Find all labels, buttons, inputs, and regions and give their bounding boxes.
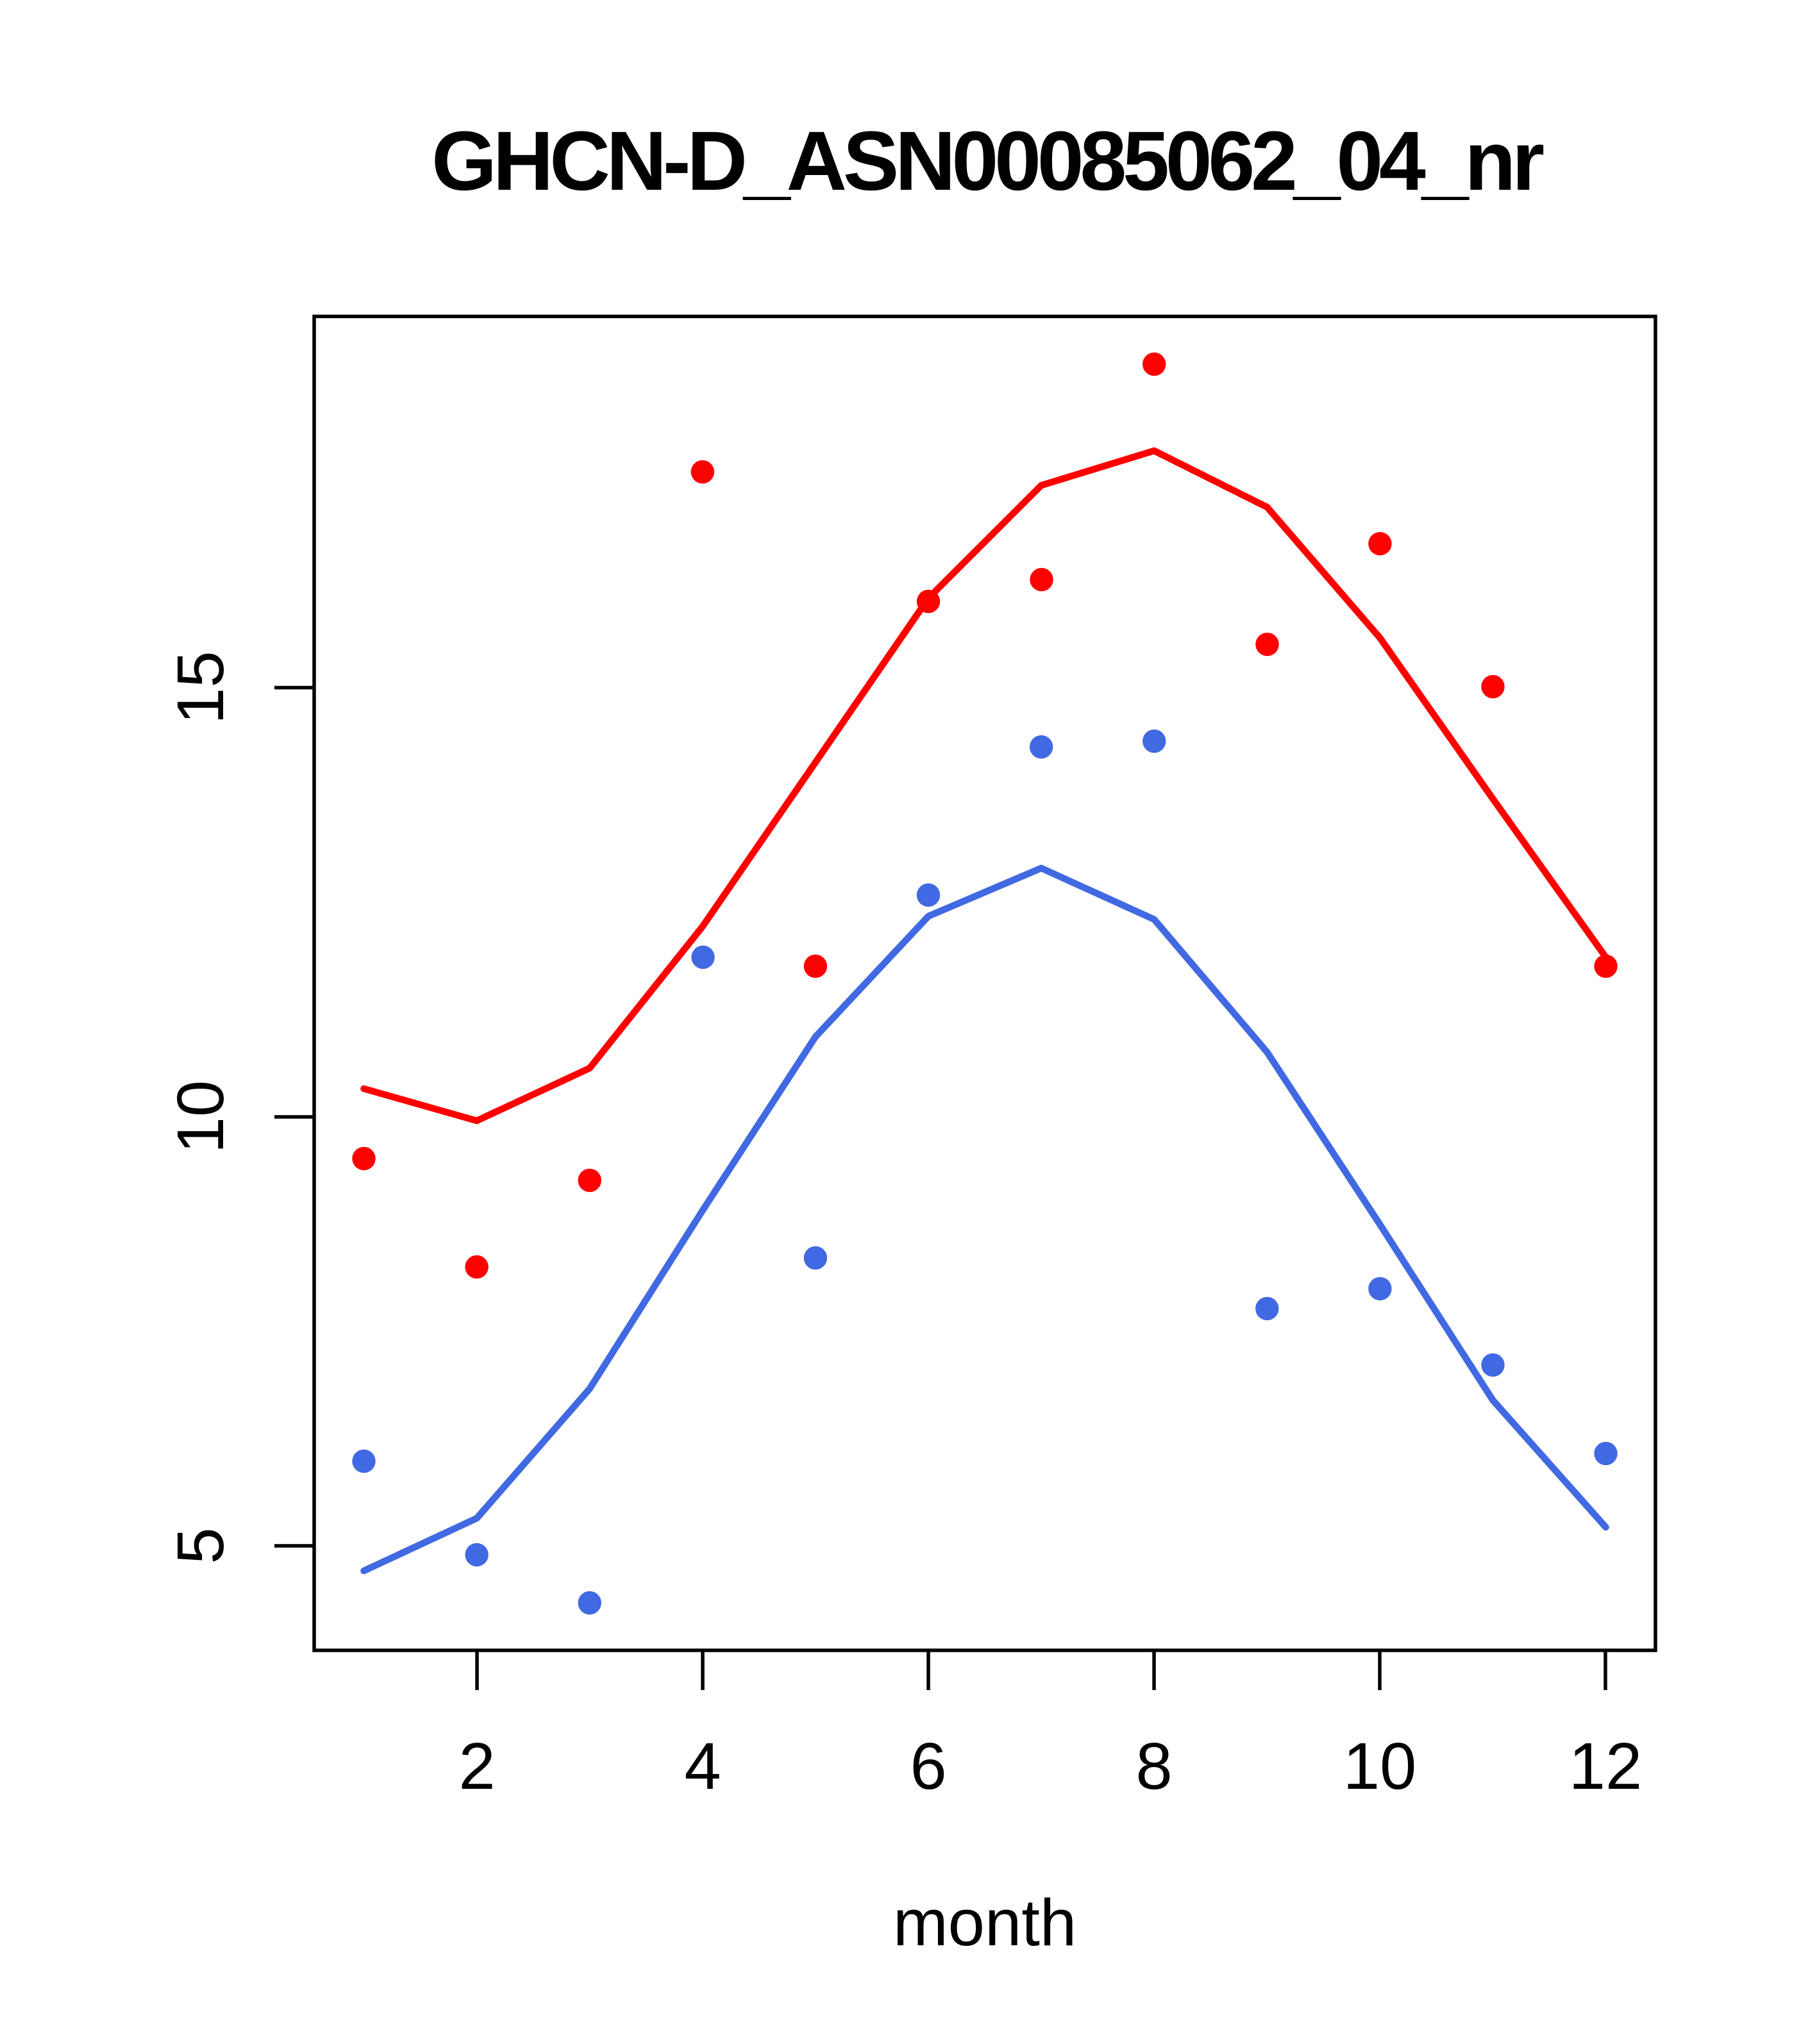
svg-text:6: 6: [910, 1729, 946, 1803]
svg-text:10: 10: [1343, 1729, 1417, 1803]
svg-text:10: 10: [163, 1080, 237, 1154]
svg-text:12: 12: [1569, 1729, 1643, 1803]
svg-text:15: 15: [163, 651, 237, 725]
svg-text:2: 2: [458, 1729, 495, 1803]
svg-text:8: 8: [1135, 1729, 1172, 1803]
svg-text:4: 4: [684, 1729, 721, 1803]
svg-text:month: month: [893, 1886, 1076, 1959]
svg-text:GHCN-D_ASN00085062_04_nr: GHCN-D_ASN00085062_04_nr: [431, 113, 1543, 208]
svg-text:5: 5: [163, 1527, 237, 1564]
